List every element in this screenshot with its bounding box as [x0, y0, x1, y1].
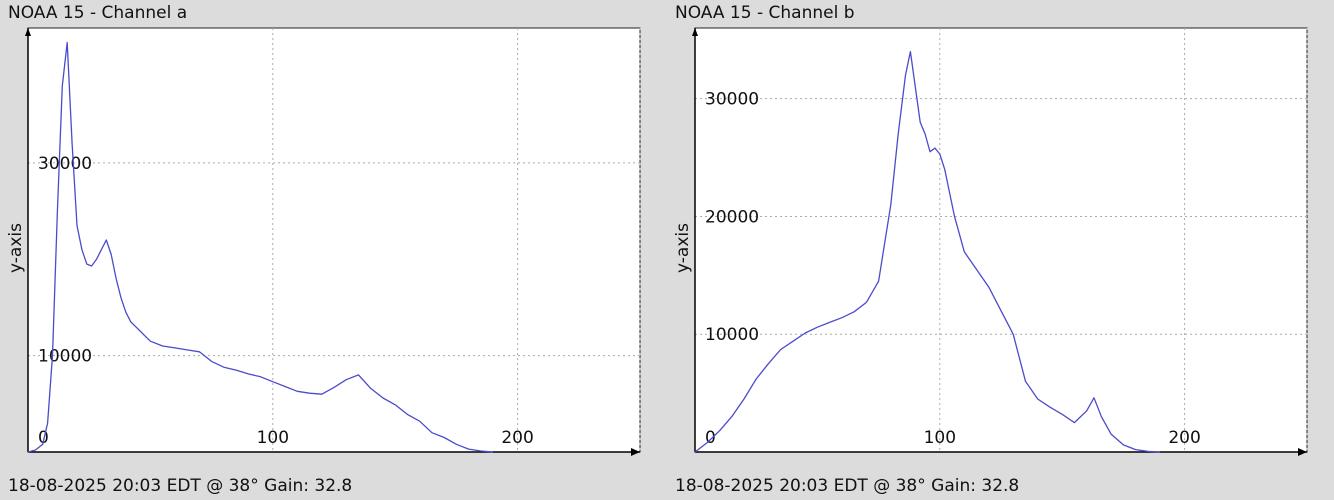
plot-area [694, 27, 1308, 453]
y-tick-label: 10000 [38, 347, 92, 367]
chart-footer: 18-08-2025 20:03 EDT @ 38° Gain: 32.8 [675, 476, 1020, 496]
chart-panel-a: NOAA 15 - Channel a 0 100 200 10000 30000 y-a… [6, 3, 641, 496]
y-tick-label: 30000 [38, 154, 92, 174]
x-tick-label: 100 [257, 428, 289, 448]
y-tick-label: 20000 [705, 207, 759, 227]
y-tick-label: 10000 [705, 325, 759, 345]
chart-panel-b: NOAA 15 - Channel b 0 100 200 10000 20000 300… [667, 0, 1334, 500]
chart-plot-b: 0 100 200 10000 20000 30000 y-axis [673, 27, 1308, 456]
y-axis-arrow [692, 28, 698, 36]
plot-area [27, 27, 641, 453]
series-line-0 [694, 50, 1161, 453]
x-tick-label: 200 [501, 428, 533, 448]
y-tick-label: 30000 [705, 90, 759, 110]
y-axis-label: y-axis [6, 223, 26, 273]
x-tick-label: 0 [705, 428, 716, 448]
series-line-0 [27, 41, 494, 453]
x-axis-arrow [631, 448, 640, 456]
x-tick-label: 100 [924, 428, 956, 448]
y-axis-label: y-axis [673, 223, 693, 273]
x-tick-label: 200 [1168, 428, 1200, 448]
y-axis-arrow [25, 28, 31, 36]
x-tick-label: 0 [38, 428, 49, 448]
chart-plot-a: 0 100 200 10000 30000 y-axis [6, 27, 641, 456]
x-axis-arrow [1298, 448, 1307, 456]
chart-footer: 18-08-2025 20:03 EDT @ 38° Gain: 32.8 [8, 476, 353, 496]
chart-title: NOAA 15 - Channel a [8, 3, 188, 23]
chart-title: NOAA 15 - Channel b [675, 3, 855, 23]
